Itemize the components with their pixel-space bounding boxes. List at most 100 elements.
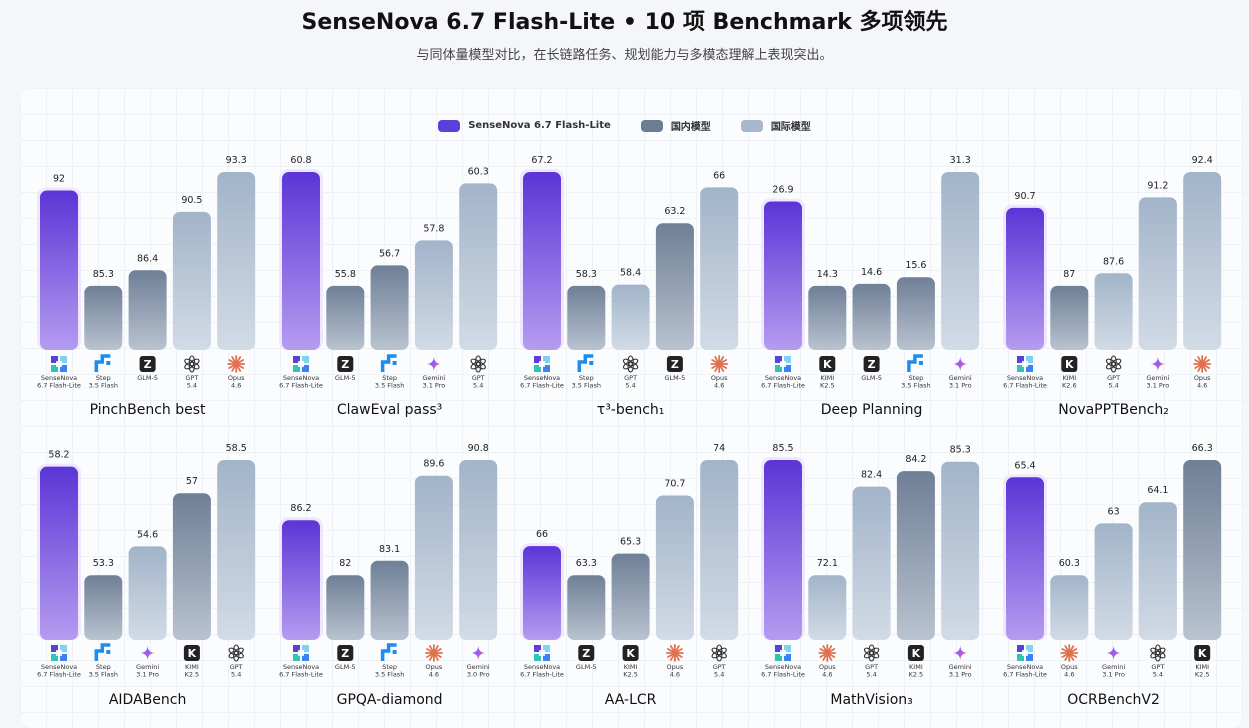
bar <box>459 460 498 640</box>
chart-title: OCRBenchV2 <box>1067 692 1160 708</box>
gemini-icon <box>425 356 442 372</box>
value-label: 58.5 <box>226 443 247 454</box>
model-label: 3.5 Flash <box>572 382 601 390</box>
bar <box>84 285 123 350</box>
legend-item-sensenova: SenseNova 6.7 Flash-Lite <box>438 118 611 133</box>
bar <box>1094 273 1133 350</box>
model-label: GPT <box>185 374 198 382</box>
kimi-icon: K <box>1194 645 1211 661</box>
model-label: K2.6 <box>1062 382 1077 390</box>
model-label: Step <box>579 374 594 382</box>
openai-icon <box>470 355 486 373</box>
model-label: GLM-5 <box>137 374 158 382</box>
model-label: Step <box>96 374 111 382</box>
value-label: 87 <box>1063 269 1075 280</box>
sensenova-icon <box>51 645 67 661</box>
model-label: KIMI <box>624 663 638 671</box>
value-label: 66 <box>536 529 548 540</box>
zhipu-icon: Z <box>337 356 354 372</box>
model-label: GPT <box>713 663 726 671</box>
anthropic-icon <box>666 644 684 662</box>
value-label: 60.3 <box>1059 558 1080 569</box>
model-label: Opus <box>819 663 836 671</box>
sensenova-icon <box>534 645 550 661</box>
model-label: Opus <box>426 663 443 671</box>
model-label: 3.5 Flash <box>375 382 404 390</box>
value-label: 85.3 <box>950 445 971 456</box>
model-label: SenseNova <box>524 663 560 671</box>
model-label: 4.6 <box>822 671 832 679</box>
value-label: 87.6 <box>1103 256 1124 267</box>
bar <box>808 575 847 640</box>
model-label: 6.7 Flash-Lite <box>1003 382 1047 390</box>
anthropic-icon <box>1060 644 1079 662</box>
value-label: 65.4 <box>1014 460 1035 471</box>
bar <box>896 471 935 640</box>
model-label: Step <box>382 663 397 671</box>
model-label: K2.5 <box>909 671 924 679</box>
value-label: 14.6 <box>861 267 882 278</box>
bar <box>128 270 167 350</box>
bar <box>941 172 980 350</box>
model-label: Gemini <box>422 374 445 382</box>
bar <box>1138 197 1177 350</box>
svg-text:Z: Z <box>144 358 152 371</box>
value-label: 26.9 <box>772 184 793 195</box>
value-label: 86.4 <box>137 253 158 264</box>
value-label: 54.6 <box>137 529 158 540</box>
model-label: Opus <box>667 663 684 671</box>
value-label: 64.1 <box>1147 485 1168 496</box>
model-label: 5.4 <box>1153 671 1163 679</box>
bar <box>40 190 78 350</box>
value-label: 53.3 <box>93 558 114 569</box>
svg-text:Z: Z <box>868 358 876 371</box>
kimi-icon: K <box>622 645 639 661</box>
bar <box>217 172 256 350</box>
step-icon <box>380 643 397 661</box>
model-label: GPT <box>472 374 485 382</box>
legend-swatch-international <box>740 119 763 132</box>
chart-title: MathVision₃ <box>830 692 912 708</box>
value-label: 31.3 <box>950 155 971 166</box>
value-label: 58.2 <box>48 450 69 461</box>
value-label: 55.8 <box>335 269 356 280</box>
bar <box>523 172 561 350</box>
bar <box>128 546 167 640</box>
model-label: 5.4 <box>187 382 197 390</box>
bar <box>567 285 606 350</box>
model-label: GLM-5 <box>861 374 882 382</box>
value-label: 93.3 <box>226 155 247 166</box>
bar <box>172 493 211 640</box>
model-label: Opus <box>711 374 728 382</box>
sensenova-icon <box>775 645 791 661</box>
bar <box>217 460 256 640</box>
anthropic-icon <box>424 644 443 662</box>
anthropic-icon <box>710 355 729 373</box>
anthropic-icon <box>818 644 837 662</box>
bar <box>370 560 409 640</box>
kimi-icon: K <box>907 645 924 661</box>
model-label: GLM-5 <box>335 663 356 671</box>
bar <box>1183 172 1222 350</box>
step-icon <box>907 354 923 372</box>
anthropic-icon <box>1193 355 1212 373</box>
model-label: Gemini <box>949 663 972 671</box>
bar <box>282 172 320 350</box>
model-label: SenseNova <box>1007 663 1043 671</box>
svg-text:Z: Z <box>582 647 590 660</box>
model-label: SenseNova <box>1007 374 1043 382</box>
model-label: SenseNova <box>41 374 77 382</box>
value-label: 74 <box>713 443 725 454</box>
model-label: 5.4 <box>714 671 724 679</box>
model-label: Opus <box>1061 663 1078 671</box>
model-label: 3.1 Pro <box>1147 382 1170 390</box>
bar <box>764 460 802 640</box>
chart-title: τ³-bench₁ <box>597 402 665 418</box>
model-label: GLM-5 <box>576 663 597 671</box>
value-label: 67.2 <box>531 155 552 166</box>
gemini-icon <box>952 645 969 661</box>
sensenova-icon <box>293 356 309 372</box>
